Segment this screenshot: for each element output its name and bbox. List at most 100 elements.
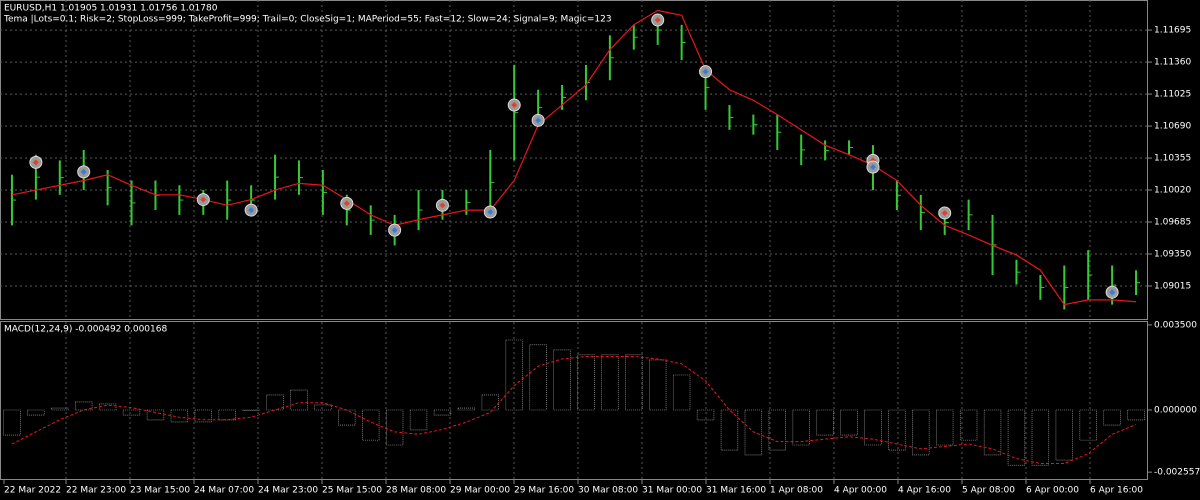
trade-arrow [1109, 289, 1116, 296]
x-tick-label: 30 Mar 08:00 [578, 486, 638, 496]
macd-bar [194, 409, 212, 423]
macd-bar [98, 403, 117, 411]
y-tick-label: 1.10020 [1154, 186, 1191, 196]
y-tick-label: -0.002557 [1154, 468, 1200, 478]
macd-bar [385, 409, 404, 446]
macd-bar [218, 409, 236, 421]
expert-header: Tema |Lots=0.1; Risk=2; StopLoss=999; Ta… [3, 15, 612, 25]
macd-bar [959, 409, 978, 441]
x-tick-label: 24 Mar 07:00 [194, 486, 254, 496]
macd-bar [27, 409, 45, 416]
trade-arrow [654, 17, 661, 24]
x-tick-label: 31 Mar 16:00 [706, 486, 766, 496]
macd-bar [433, 409, 452, 416]
macd-bar [912, 409, 930, 456]
y-tick-label: 0.000000 [1154, 405, 1197, 415]
x-tick-label: 29 Mar 16:00 [514, 486, 574, 496]
y-tick-label: 1.11360 [1154, 58, 1191, 68]
macd-bar [266, 394, 284, 411]
x-tick-label: 22 Mar 23:00 [66, 486, 126, 496]
trade-arrow [391, 227, 398, 234]
macd-bar [864, 409, 882, 446]
x-tick-label: 25 Mar 15:00 [322, 486, 382, 496]
macd-bar [1127, 409, 1145, 421]
x-tick-label: 5 Apr 08:00 [962, 486, 1015, 496]
macd-header: MACD(12,24,9) -0.000492 0.000168 [4, 325, 167, 335]
x-tick-label: 1 Apr 08:00 [770, 486, 823, 496]
macd-bar [51, 407, 69, 411]
macd-bar [1079, 409, 1097, 441]
y-tick-label: 1.10690 [1154, 122, 1191, 132]
x-tick-label: 28 Mar 08:00 [386, 486, 446, 496]
trade-arrow [487, 209, 494, 215]
x-tick-label: 6 Apr 16:00 [1090, 486, 1143, 496]
macd-bar [672, 374, 691, 411]
macd-bar [146, 409, 165, 421]
y-tick-label: 1.10355 [1154, 154, 1191, 164]
trade-arrow [343, 200, 350, 207]
macd-bar [3, 409, 21, 436]
macd-bar [242, 409, 260, 411]
trade-arrow [511, 102, 518, 109]
macd-bar [457, 407, 476, 411]
macd-bar [529, 344, 547, 411]
macd-bar [1103, 409, 1121, 426]
trade-arrow [439, 202, 446, 209]
x-tick-label: 4 Apr 16:00 [898, 486, 951, 496]
y-tick-label: 0.003500 [1154, 320, 1197, 330]
trade-arrow [200, 196, 207, 203]
trade-arrow [702, 68, 709, 75]
macd-bar [553, 349, 571, 411]
macd-bar [792, 409, 810, 446]
macd-panel-frame [0, 321, 1148, 480]
price-panel-frame [0, 0, 1148, 320]
macd-bar [1031, 409, 1050, 466]
macd-bar [649, 359, 667, 411]
macd-bar [936, 409, 954, 446]
macd-bar [816, 409, 834, 436]
x-tick-label: 24 Mar 23:00 [258, 486, 318, 496]
macd-bar [481, 394, 499, 411]
macd-bar [983, 409, 1002, 456]
macd-bar [1007, 409, 1026, 466]
macd-signal [11, 356, 1137, 464]
macd-bar [1055, 409, 1073, 461]
macd-bar [768, 409, 786, 451]
macd-bar [362, 409, 380, 441]
trade-arrow [32, 159, 39, 166]
x-tick-label: 22 Mar 2022 [4, 486, 61, 496]
x-tick-label: 4 Apr 00:00 [834, 486, 887, 496]
macd-bar [505, 339, 523, 411]
trade-arrow [869, 164, 876, 171]
macd-bar [720, 409, 739, 451]
macd-bar [409, 409, 428, 431]
macd-bar [840, 409, 858, 436]
x-tick-label: 23 Mar 15:00 [130, 486, 190, 496]
macd-bar [122, 409, 141, 416]
x-tick-label: 31 Mar 00:00 [642, 486, 702, 496]
trade-arrow [248, 207, 255, 214]
y-tick-label: 1.11695 [1154, 26, 1191, 36]
macd-bar [625, 354, 643, 411]
x-tick-label: 29 Mar 00:00 [450, 486, 510, 496]
macd-bar [696, 409, 715, 421]
trade-arrow [941, 209, 948, 216]
y-tick-label: 1.09685 [1154, 218, 1191, 228]
macd-bar [75, 401, 93, 411]
macd-bar [314, 404, 332, 411]
macd-bar [601, 354, 619, 411]
y-tick-label: 1.11025 [1154, 90, 1191, 100]
macd-bar [888, 409, 906, 451]
symbol-header: EURUSD,H1 1.01905 1.01931 1.01756 1.0178… [4, 4, 218, 14]
trade-arrow [80, 168, 87, 175]
y-tick-label: 1.09015 [1154, 282, 1191, 292]
y-tick-label: 1.09350 [1154, 250, 1191, 260]
macd-bar [338, 409, 356, 426]
trade-arrow [535, 117, 542, 124]
macd-bar [744, 409, 763, 456]
x-tick-label: 6 Apr 00:00 [1026, 486, 1079, 496]
macd-bar [170, 409, 189, 423]
macd-bar [290, 389, 308, 411]
macd-bar [577, 354, 595, 411]
